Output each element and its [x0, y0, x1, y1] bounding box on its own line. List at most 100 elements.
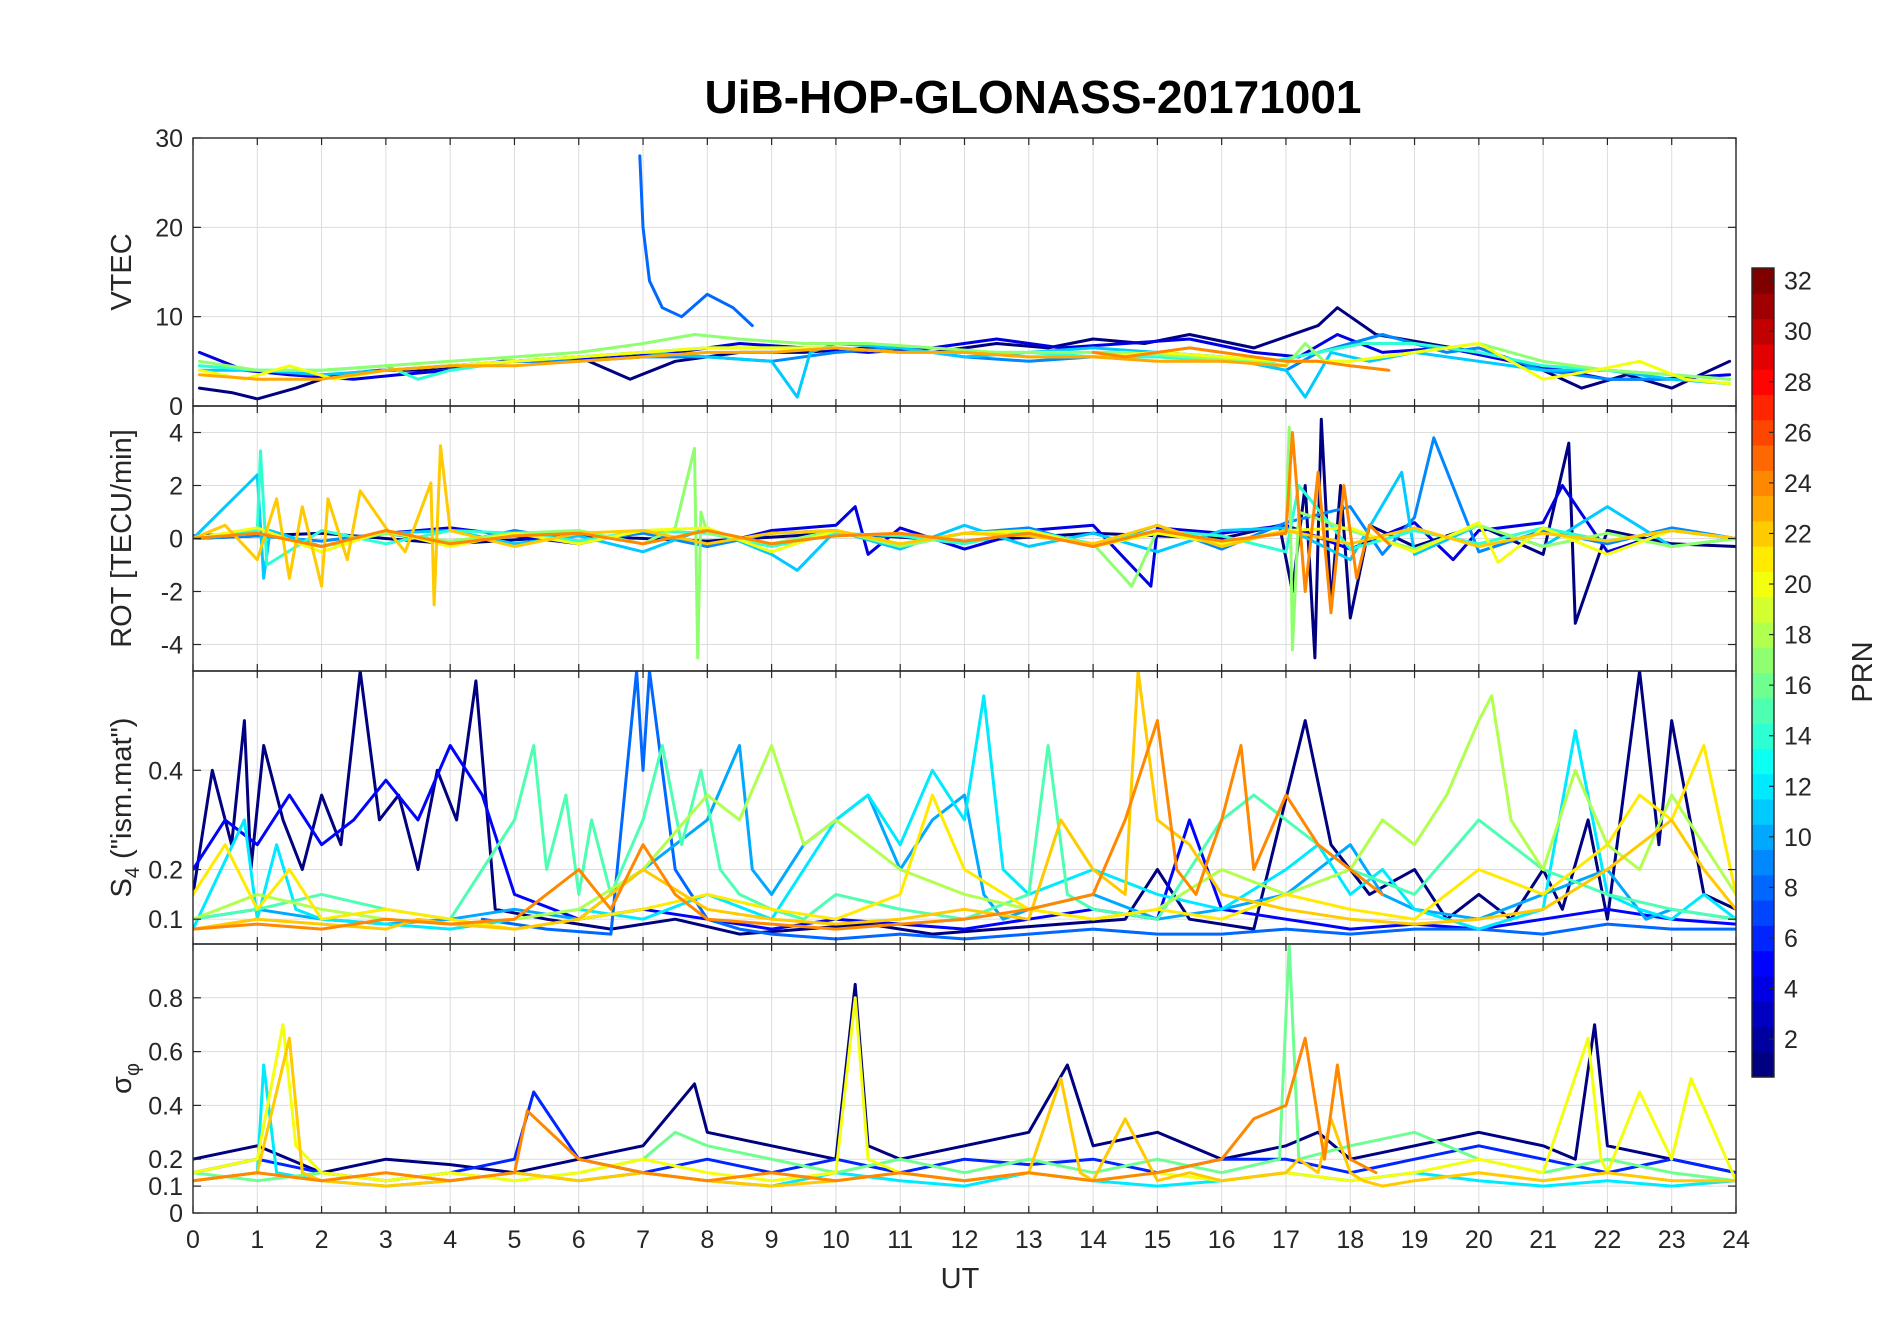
- series-prn-10: [193, 744, 1736, 926]
- x-axis-label: UT: [941, 1263, 980, 1295]
- x-tick-label: 10: [822, 1226, 850, 1254]
- colorbar-tick-label: 18: [1784, 622, 1812, 650]
- x-tick-label: 14: [1079, 1226, 1107, 1254]
- colorbar-segment: [1752, 293, 1774, 320]
- colorbar-segment: [1752, 470, 1774, 497]
- x-tick-label: 23: [1658, 1226, 1686, 1254]
- colorbar-tick-label: 30: [1784, 318, 1812, 346]
- x-tick-label: 2: [315, 1226, 329, 1254]
- colorbar-segment: [1752, 798, 1774, 825]
- colorbar-segment: [1752, 520, 1774, 547]
- colorbar-segment: [1752, 874, 1774, 901]
- colorbar-tick-label: 8: [1784, 874, 1798, 902]
- panel-rot-series: [193, 417, 1736, 660]
- colorbar-segment: [1752, 697, 1774, 724]
- series-prn-24: [193, 1036, 1378, 1183]
- colorbar-tick-label: 6: [1784, 925, 1798, 953]
- panel-sigma_phi-series: [193, 944, 1736, 1188]
- y-tick-label: 0.4: [148, 757, 183, 785]
- colorbar-segment: [1752, 318, 1774, 345]
- x-tick-label: 13: [1015, 1226, 1043, 1254]
- colorbar-tick-label: 14: [1784, 723, 1812, 751]
- colorbar-segment: [1752, 672, 1774, 699]
- panel-rot: -4 -2 0 2 4 ROT [TECU/min]: [106, 405, 1737, 672]
- colorbar-tick-label: 16: [1784, 672, 1812, 700]
- y-tick-label: 0.1: [148, 1173, 183, 1201]
- x-tick-label: 21: [1529, 1226, 1557, 1254]
- y-tick-label: 0.4: [148, 1092, 183, 1120]
- x-tick-label: 17: [1272, 1226, 1300, 1254]
- colorbar-tick-label: 12: [1784, 773, 1812, 801]
- series-prn-21: [193, 744, 1736, 931]
- y-tick-label: 0.6: [148, 1039, 183, 1067]
- series-prn-22: [193, 444, 1736, 607]
- series-prn-20: [193, 521, 1736, 564]
- y-tick-label: 0.2: [148, 1146, 183, 1174]
- series-prn-24: [1091, 346, 1391, 372]
- colorbar-segment: [1752, 773, 1774, 800]
- x-tick-label: 9: [765, 1226, 779, 1254]
- colorbar-segment: [1752, 495, 1774, 522]
- panel-s4-series: [193, 671, 1736, 941]
- colorbar-segment: [1752, 343, 1774, 370]
- panel-s4: 0.1 0.2 0.4S4 ("ism.mat"): [106, 670, 1737, 945]
- colorbar-tick-label: 26: [1784, 419, 1812, 447]
- series-prn-1: [193, 671, 1736, 936]
- colorbar-tick-label: 32: [1784, 268, 1812, 296]
- y-tick-label: 20: [155, 214, 183, 242]
- x-tick-label: 4: [443, 1226, 457, 1254]
- y-tick-label: 4: [169, 420, 183, 448]
- colorbar-segment: [1752, 1051, 1774, 1078]
- x-tick-label: 12: [951, 1226, 979, 1254]
- x-tick-label: 20: [1465, 1226, 1493, 1254]
- x-tick-label: 5: [508, 1226, 522, 1254]
- x-tick-label: 24: [1722, 1226, 1750, 1254]
- series-prn-24: [193, 719, 1384, 931]
- colorbar-label: PRN: [1847, 641, 1879, 702]
- x-tick-label: 11: [887, 1226, 913, 1254]
- colorbar-segment: [1752, 849, 1774, 876]
- colorbar-segment: [1752, 1001, 1774, 1028]
- colorbar-segment: [1752, 571, 1774, 598]
- colorbar-tick-label: 20: [1784, 571, 1812, 599]
- series-prn-8: [480, 671, 1736, 941]
- colorbar-segment: [1752, 369, 1774, 396]
- colorbar-tick-label: 2: [1784, 1026, 1798, 1054]
- x-tick-label: 19: [1401, 1226, 1429, 1254]
- x-tick-label: 8: [700, 1226, 714, 1254]
- x-tick-label: 6: [572, 1226, 586, 1254]
- y-tick-label: 0: [169, 393, 183, 421]
- colorbar-segment: [1752, 546, 1774, 572]
- x-tick-label: 7: [636, 1226, 650, 1254]
- colorbar-segment: [1752, 925, 1774, 952]
- colorbar-segment: [1752, 621, 1774, 648]
- y-tick-label: -2: [161, 579, 183, 607]
- series-prn-24: [193, 431, 1391, 615]
- y-tick-label: 2: [169, 473, 183, 501]
- y-tick-label: 0.1: [148, 906, 183, 934]
- series-prn-1: [193, 982, 1736, 1175]
- y-tick-label: 0.8: [148, 985, 183, 1013]
- series-prn-8: [638, 154, 754, 328]
- x-tick-label: 15: [1143, 1226, 1171, 1254]
- colorbar-segment: [1752, 950, 1774, 977]
- series-prn-23: [197, 346, 1288, 381]
- colorbar-segment: [1752, 748, 1774, 775]
- colorbar-tick-label: 28: [1784, 369, 1812, 397]
- y-tick-label: 10: [155, 304, 183, 332]
- colorbar-tick-label: 24: [1784, 470, 1812, 498]
- colorbar-segment: [1752, 394, 1774, 421]
- y-tick-label: 0: [169, 526, 183, 554]
- x-axis: 0 1 2 3 4 5 6 7 8 9 10 11 12 13 14 15 16 17 18 19 20 21 22 23 24: [186, 1226, 1750, 1254]
- panel-vtec-series: [197, 154, 1732, 401]
- colorbar-tick-label: 4: [1784, 976, 1798, 1004]
- colorbar-segment: [1752, 268, 1774, 294]
- colorbar-segment: [1752, 900, 1774, 926]
- x-tick-label: 1: [250, 1226, 264, 1254]
- panel-s4-ylabel: S4 ("ism.mat"): [106, 718, 144, 898]
- panel-sigma_phi-ylabel: σφ: [106, 1063, 144, 1094]
- series-prn-22: [193, 1036, 1736, 1188]
- colorbar-frame: [1751, 267, 1775, 1078]
